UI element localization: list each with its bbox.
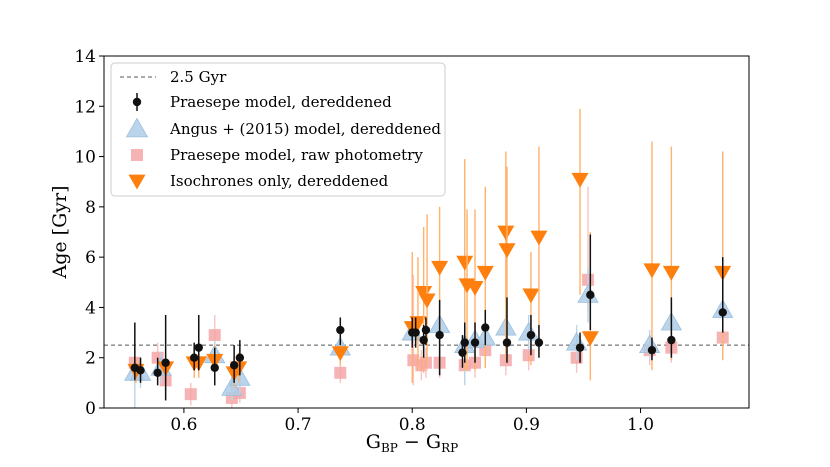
x-tick-label: 0.7 [285,415,312,435]
data-point [435,330,444,340]
x-tick-label: 1.0 [627,415,654,435]
data-point [498,243,516,259]
data-point [497,225,515,241]
data-point [526,330,536,340]
data-point [456,255,474,271]
legend-label: Angus + (2015) model, dereddened [169,120,441,138]
data-point [476,265,494,281]
data-point [194,343,203,352]
y-axis-label: Age [Gyr] [49,186,71,280]
x-tick-label: 0.6 [170,415,197,435]
data-point [586,290,595,300]
data-point [466,280,484,296]
y-tick-label: 6 [85,248,96,268]
x-tick-label: 0.9 [513,415,540,435]
legend-label: Isochrones only, dereddened [170,172,389,190]
legend: 2.5 Gyr Praesepe model, dereddened Angus +… [110,62,446,197]
data-point [718,308,727,317]
legend-marker-square [131,149,143,161]
data-point [415,285,433,301]
data-point [481,323,490,332]
data-points-group [124,108,734,408]
data-point [235,353,245,362]
y-tick-label: 8 [85,198,96,218]
data-point [571,172,589,188]
data-point [522,288,540,304]
data-point [662,265,680,281]
y-tick-label: 10 [74,148,96,168]
data-point [643,263,661,279]
data-point [189,353,199,362]
data-point [336,325,345,335]
data-point [575,343,585,352]
data-point [647,345,657,355]
data-point [522,349,535,362]
legend-frame [110,62,446,197]
data-point [470,338,480,347]
data-point [534,338,544,347]
data-point [161,358,170,367]
data-point [421,325,431,335]
axes-frame [103,55,750,409]
data-point [136,366,145,375]
x-axis-ticks: 0.6 0.7 0.8 0.9 1.0 [170,408,654,435]
data-point [208,329,221,342]
legend-label: Praesepe model, raw photometry [170,146,423,164]
data-point [229,361,239,370]
x-axis-label: GBP − GRP [366,431,458,455]
data-point [334,366,347,379]
legend-marker-triangle-up [125,117,149,138]
data-point [530,230,548,246]
data-point [431,260,449,276]
y-tick-label: 2 [85,349,96,369]
x-tick-label: 0.8 [399,415,426,435]
data-point [409,316,427,332]
data-point [418,293,436,309]
legend-marker-circle [132,97,142,107]
data-point [221,377,243,396]
legend-label: Praesepe model, dereddened [170,93,392,111]
legend-label: 2.5 Gyr [170,68,227,86]
y-tick-label: 0 [85,399,96,419]
data-point [419,356,432,369]
data-point [210,363,219,372]
series-circle [130,234,727,401]
y-tick-label: 12 [74,97,96,117]
data-point [581,331,599,347]
data-point [411,328,420,337]
data-point [153,368,162,377]
data-point [331,346,349,362]
y-tick-label: 14 [74,47,96,67]
y-axis-ticks: 0 2 4 6 8 10 12 14 [74,47,104,419]
y-tick-label: 4 [85,298,96,318]
data-point [184,388,197,401]
data-point [667,335,676,345]
legend-marker-triangle-down [128,174,146,190]
data-point [460,338,469,347]
data-point [502,338,512,347]
